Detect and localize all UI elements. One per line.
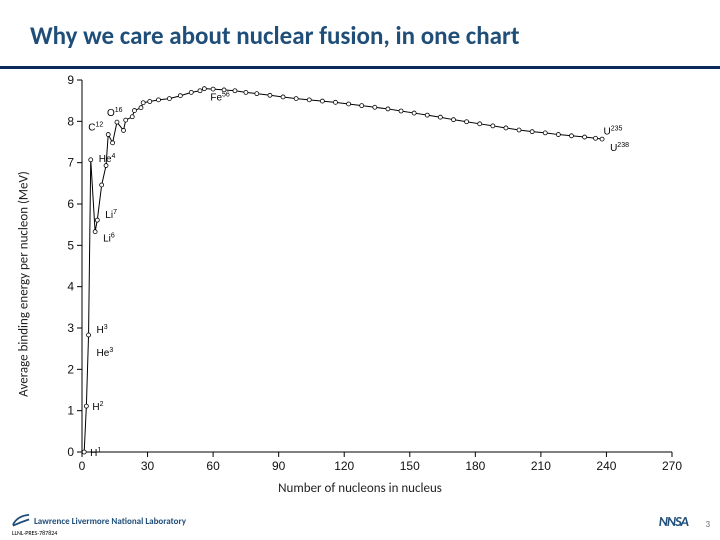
svg-text:30: 30	[141, 459, 155, 473]
svg-text:6: 6	[67, 197, 74, 211]
svg-text:240: 240	[596, 459, 616, 473]
isotope-label: H3	[97, 324, 108, 336]
isotope-label: H1	[90, 447, 101, 459]
presentation-id: LLNL-PRES-787824	[12, 529, 57, 537]
svg-text:150: 150	[400, 459, 420, 473]
isotope-label: O16	[107, 107, 123, 119]
isotope-label: C12	[88, 122, 103, 134]
chart-svg: 0 30 60 90 120 150 180 210 240 270 0 1 2 3 4 5 6 7 8 9 H1 H2 H…	[30, 74, 690, 494]
lab-name: Lawrence Livermore National Laboratory	[34, 516, 186, 527]
isotope-label: Li6	[103, 233, 115, 245]
isotope-label: H2	[92, 401, 103, 413]
svg-text:60: 60	[206, 459, 220, 473]
svg-text:2: 2	[67, 362, 74, 376]
svg-text:1: 1	[67, 404, 74, 418]
isotope-label: Fe56	[210, 92, 230, 104]
llnl-logo-icon	[12, 514, 30, 528]
svg-text:210: 210	[531, 459, 551, 473]
isotope-label: U238	[610, 142, 629, 154]
svg-text:8: 8	[67, 114, 74, 128]
isotope-label: U235	[604, 125, 623, 137]
slide-footer: Lawrence Livermore National Laboratory L…	[0, 506, 720, 540]
svg-text:120: 120	[334, 459, 354, 473]
svg-text:5: 5	[67, 238, 74, 252]
nnsa-logo: NNSA	[659, 513, 688, 530]
title-underline	[0, 66, 720, 69]
svg-text:7: 7	[67, 156, 74, 170]
svg-text:0: 0	[79, 459, 86, 473]
isotope-label: Li7	[105, 209, 117, 221]
svg-text:4: 4	[67, 280, 74, 294]
llnl-logo: Lawrence Livermore National Laboratory	[12, 514, 186, 528]
binding-energy-chart: Average binding energy per nucleon (MeV)…	[30, 74, 690, 494]
svg-text:9: 9	[67, 74, 74, 87]
page-number: 3	[705, 519, 710, 530]
slide-title: Why we care about nuclear fusion, in one…	[30, 20, 520, 51]
svg-text:180: 180	[465, 459, 485, 473]
svg-text:270: 270	[662, 459, 682, 473]
svg-text:3: 3	[67, 321, 74, 335]
svg-text:90: 90	[272, 459, 286, 473]
isotope-label: He3	[97, 347, 114, 359]
svg-text:0: 0	[67, 445, 74, 459]
isotope-label: He4	[99, 153, 116, 165]
